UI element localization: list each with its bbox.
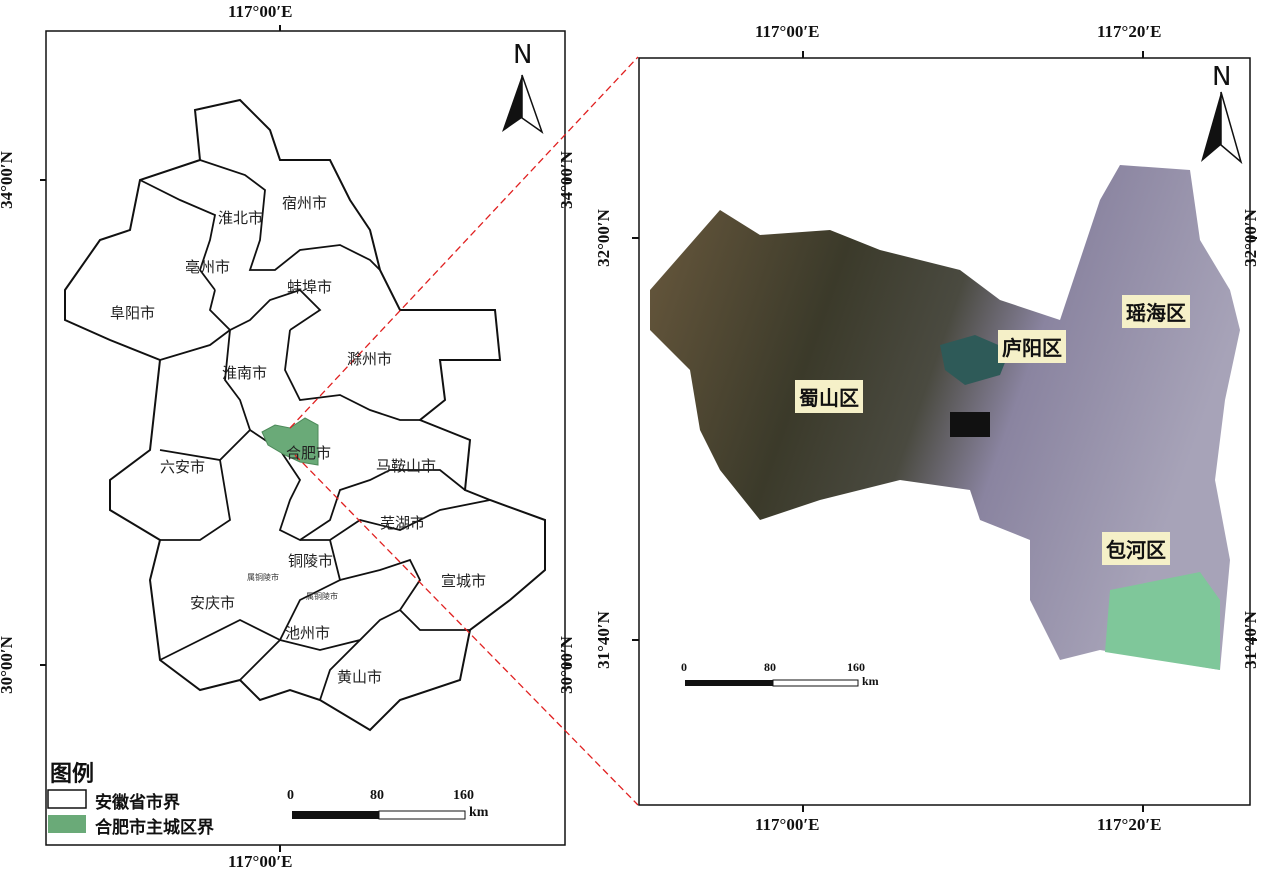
city-label: 铜陵市 — [288, 552, 334, 570]
city-label: 六安市 — [160, 458, 206, 476]
right-lat-1: 32°00′N — [593, 209, 613, 267]
anhui-province-outline — [64, 98, 546, 732]
left-right-lat-34: 34°00′N — [556, 151, 576, 209]
right-lat-2: 31°40′N — [593, 611, 613, 669]
right-right-lat-1: 32°00′N — [1240, 209, 1260, 267]
north-label-left: N — [513, 40, 533, 70]
city-label: 阜阳市 — [110, 304, 156, 322]
left-top-lon: 117°00′E — [228, 2, 293, 21]
right-top-lon-1: 117°00′E — [755, 22, 820, 41]
chaohu-lake — [1105, 572, 1220, 670]
right-top-lon-2: 117°20′E — [1097, 22, 1162, 41]
right-bottom-lon-2: 117°20′E — [1097, 815, 1162, 834]
left-map-frame — [45, 30, 566, 846]
left-right-lat-30: 30°00′N — [556, 636, 576, 694]
district-label: 瑶海区 — [1122, 295, 1190, 328]
city-label: 池州市 — [285, 624, 331, 642]
scale-unit: km — [862, 674, 879, 688]
city-label: 亳州市 — [185, 258, 231, 276]
left-lat-34: 34°00′N — [0, 151, 16, 209]
scale-tick: 0 — [681, 660, 687, 674]
north-label-right: N — [1212, 62, 1232, 92]
scale-bar-left-black — [292, 811, 379, 819]
legend-swatch-city-boundary — [47, 789, 87, 809]
hefei-main-urban-area — [261, 417, 319, 466]
left-lat-30: 30°00′N — [0, 636, 16, 694]
city-label: 淮北市 — [218, 209, 264, 227]
scale-tick: 0 — [287, 788, 294, 803]
scale-unit: km — [469, 805, 489, 820]
scale-bar-left-white — [378, 810, 466, 820]
city-label-small: 属铜陵市 — [306, 592, 338, 601]
city-label: 芜湖市 — [380, 514, 426, 532]
legend-swatch-hefei-urban — [48, 815, 86, 833]
city-label: 马鞍山市 — [376, 457, 437, 475]
right-bottom-lon-1: 117°00′E — [755, 815, 820, 834]
scale-tick: 80 — [764, 660, 776, 674]
city-label: 安庆市 — [190, 594, 236, 612]
city-label: 淮南市 — [222, 364, 268, 382]
scale-bar-right-black — [685, 680, 773, 686]
satellite-image-hefei — [650, 165, 1240, 670]
dark-patch — [950, 412, 990, 437]
city-label: 蚌埠市 — [287, 278, 333, 296]
scale-bar-right-white — [772, 679, 859, 687]
city-label: 宿州市 — [282, 194, 328, 212]
legend-item-label: 安徽省市界 — [95, 793, 180, 813]
scale-tick: 160 — [847, 660, 865, 674]
reservoir — [940, 335, 1010, 385]
legend-title: 图例 — [50, 761, 95, 787]
scale-tick: 80 — [370, 788, 384, 803]
north-arrow-right-icon — [1201, 91, 1243, 165]
city-boundaries — [139, 159, 491, 701]
district-label: 庐阳区 — [998, 330, 1066, 363]
legend-item-label: 合肥市主城区界 — [95, 818, 214, 838]
city-label: 滁州市 — [347, 350, 393, 368]
left-bottom-lon: 117°00′E — [228, 852, 293, 871]
scale-tick: 160 — [453, 788, 474, 803]
city-label: 宣城市 — [441, 572, 487, 590]
right-right-lat-2: 31°40′N — [1240, 611, 1260, 669]
north-arrow-icon — [502, 74, 544, 134]
district-label: 包河区 — [1102, 532, 1170, 565]
city-label: 合肥市 — [286, 444, 332, 462]
city-label: 黄山市 — [337, 668, 383, 686]
district-label: 蜀山区 — [795, 380, 863, 413]
city-label-small: 属铜陵市 — [247, 573, 279, 582]
